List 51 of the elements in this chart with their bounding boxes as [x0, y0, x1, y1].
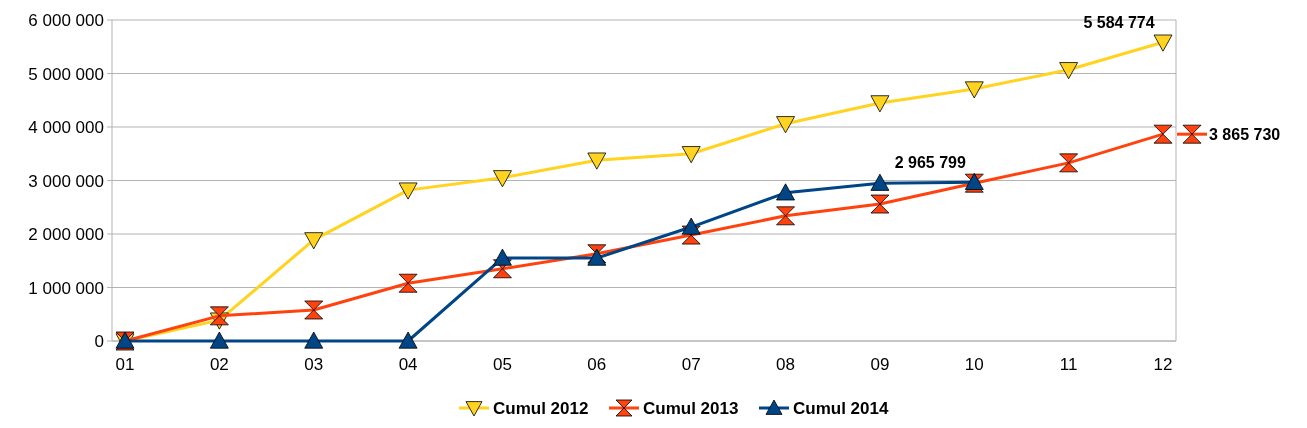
point — [1059, 62, 1079, 80]
x-tick-label: 06 — [587, 355, 607, 374]
point — [493, 170, 512, 188]
x-tick-label: 05 — [492, 355, 512, 374]
point — [398, 182, 418, 200]
point — [493, 259, 512, 279]
x-tick-label: 01 — [115, 355, 135, 374]
point — [1059, 153, 1079, 173]
data-label: 3 865 730 — [1209, 126, 1281, 144]
point — [681, 225, 701, 245]
x-tick-label: 02 — [209, 355, 229, 374]
x-tick-label: 10 — [964, 355, 984, 374]
data-label: 2 965 799 — [894, 154, 966, 172]
point — [964, 81, 984, 99]
y-tick-label: 3 000 000 — [28, 171, 104, 191]
point — [398, 273, 418, 293]
point — [776, 206, 795, 226]
point — [209, 306, 229, 326]
y-tick-label: 1 000 000 — [28, 278, 104, 298]
point — [776, 116, 795, 134]
point — [1153, 34, 1173, 52]
x-tick-label: 08 — [776, 355, 796, 374]
point — [870, 173, 890, 191]
point — [398, 331, 418, 349]
point — [304, 232, 324, 250]
point — [1153, 124, 1173, 144]
legend-label: Cumul 2013 — [643, 399, 739, 418]
point — [304, 331, 324, 349]
point — [587, 152, 607, 170]
point — [870, 194, 890, 214]
x-tick-label: 12 — [1153, 355, 1173, 374]
data-label: 5 584 774 — [1083, 14, 1155, 32]
point — [681, 217, 701, 235]
y-tick-label: 6 000 000 — [28, 11, 104, 30]
x-tick-label: 11 — [1059, 355, 1078, 374]
point — [493, 248, 512, 266]
point — [776, 183, 795, 201]
y-tick-label: 5 000 000 — [28, 64, 104, 84]
legend-label: Cumul 2012 — [493, 399, 589, 418]
y-tick-label: 0 — [94, 332, 104, 351]
y-tick-label: 2 000 000 — [28, 225, 104, 244]
point — [304, 300, 324, 320]
point — [681, 146, 701, 164]
point — [870, 95, 890, 113]
x-tick-label: 04 — [398, 355, 418, 374]
x-tick-label: 07 — [681, 355, 701, 374]
y-tick-label: 4 000 000 — [28, 118, 104, 137]
legend-label: Cumul 2014 — [793, 399, 889, 418]
x-tick-label: 09 — [870, 355, 890, 374]
point — [209, 331, 229, 349]
x-tick-label: 03 — [304, 355, 324, 374]
